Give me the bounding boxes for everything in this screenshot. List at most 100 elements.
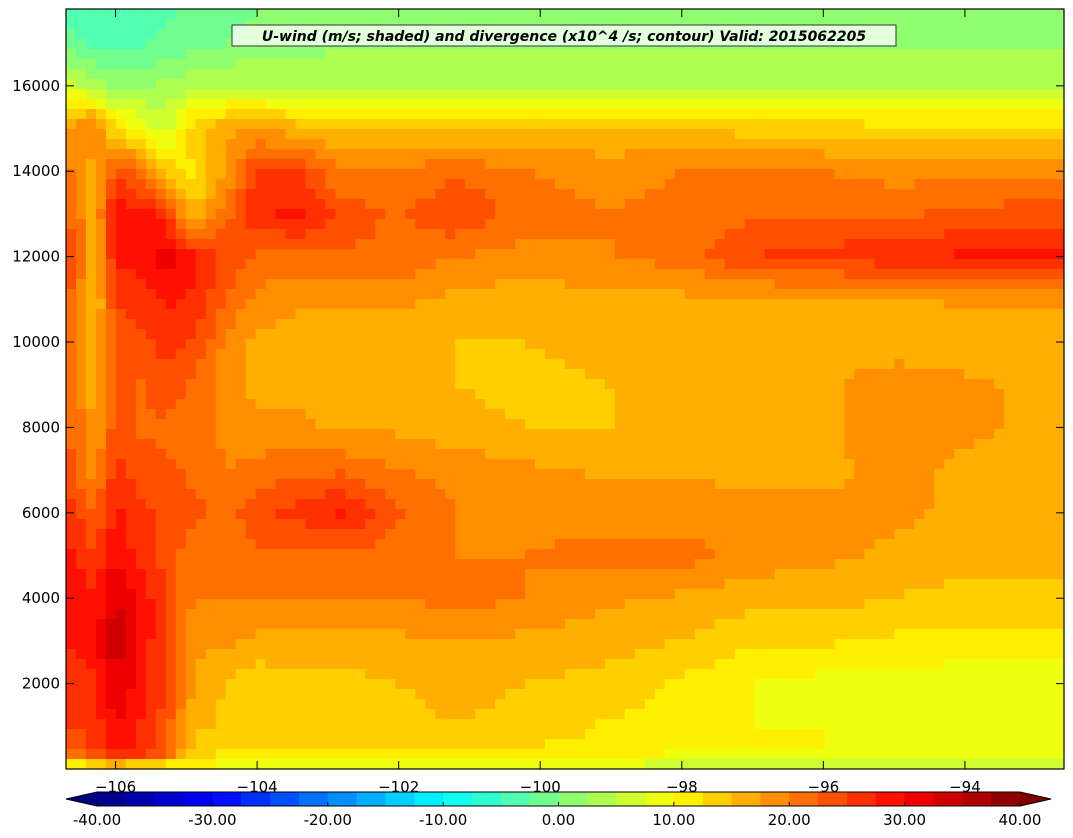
heatmap-cell (1004, 19, 1015, 30)
heatmap-cell (475, 449, 486, 460)
heatmap-cell (155, 169, 167, 180)
heatmap-cell (904, 329, 915, 340)
heatmap-cell (1014, 69, 1025, 80)
heatmap-cell (754, 359, 766, 370)
heatmap-cell (485, 89, 496, 100)
heatmap-cell (495, 459, 506, 470)
heatmap-cell (295, 99, 307, 110)
heatmap-cell (824, 219, 836, 230)
heatmap-cell (225, 399, 237, 410)
heatmap-cell (85, 479, 97, 490)
heatmap-cell (774, 439, 786, 450)
heatmap-cell (994, 179, 1005, 190)
heatmap-cell (804, 369, 816, 380)
heatmap-cell (904, 499, 915, 510)
heatmap-cell (844, 429, 856, 440)
heatmap-cell (694, 359, 706, 370)
heatmap-cell (744, 19, 756, 30)
heatmap-cell (195, 249, 207, 260)
heatmap-cell (764, 129, 776, 140)
heatmap-cell (325, 349, 337, 360)
heatmap-cell (375, 59, 386, 70)
heatmap-cell (934, 339, 945, 350)
heatmap-cell (305, 429, 317, 440)
heatmap-cell (305, 139, 317, 150)
heatmap-cell (535, 69, 546, 80)
heatmap-cell (255, 279, 267, 290)
heatmap-cell (764, 439, 776, 450)
heatmap-cell (664, 309, 676, 320)
heatmap-cell (325, 139, 337, 150)
heatmap-cell (565, 269, 576, 280)
heatmap-cell (694, 389, 706, 400)
heatmap-cell (764, 259, 776, 270)
heatmap-cell (155, 249, 167, 260)
heatmap-cell (664, 269, 676, 280)
heatmap-cell (704, 89, 716, 100)
heatmap-cell (1044, 379, 1055, 390)
heatmap-cell (365, 249, 376, 260)
heatmap-cell (694, 19, 706, 30)
heatmap-cell (145, 149, 157, 160)
heatmap-cell (894, 329, 905, 340)
heatmap-cell (864, 499, 875, 510)
heatmap-cell (525, 499, 536, 510)
heatmap-cell (644, 319, 656, 330)
heatmap-cell (724, 49, 736, 60)
heatmap-cell (425, 259, 436, 270)
heatmap-cell (694, 419, 706, 430)
heatmap-cell (105, 129, 117, 140)
heatmap-cell (934, 289, 945, 300)
heatmap-cell (455, 429, 466, 440)
heatmap-cell (495, 329, 506, 340)
heatmap-cell (874, 269, 885, 280)
heatmap-cell (425, 359, 436, 370)
heatmap-cell (105, 419, 117, 430)
heatmap-cell (385, 359, 396, 370)
heatmap-cell (535, 159, 546, 170)
heatmap-cell (265, 109, 277, 120)
heatmap-cell (125, 479, 137, 490)
heatmap-cell (714, 369, 726, 380)
heatmap-cell (964, 119, 975, 130)
heatmap-cell (375, 269, 386, 280)
heatmap-cell (105, 229, 117, 240)
heatmap-cell (95, 399, 107, 410)
heatmap-cell (185, 239, 197, 250)
heatmap-cell (345, 69, 357, 80)
heatmap-cell (275, 229, 287, 240)
heatmap-cell (135, 419, 147, 430)
heatmap-cell (634, 499, 646, 510)
heatmap-cell (644, 289, 656, 300)
heatmap-cell (864, 379, 875, 390)
heatmap-cell (305, 339, 317, 350)
heatmap-cell (235, 169, 247, 180)
heatmap-cell (854, 389, 865, 400)
heatmap-cell (834, 269, 846, 280)
heatmap-cell (265, 329, 277, 340)
heatmap-cell (375, 229, 386, 240)
heatmap-cell (814, 349, 826, 360)
heatmap-cell (704, 109, 716, 120)
heatmap-cell (165, 469, 177, 480)
heatmap-cell (994, 99, 1005, 110)
heatmap-cell (594, 219, 606, 230)
heatmap-cell (445, 429, 456, 440)
heatmap-cell (574, 329, 586, 340)
heatmap-cell (66, 289, 77, 300)
heatmap-cell (355, 99, 366, 110)
heatmap-cell (634, 379, 646, 390)
heatmap-cell (674, 449, 686, 460)
heatmap-cell (994, 429, 1005, 440)
heatmap-cell (455, 409, 466, 420)
heatmap-cell (465, 359, 476, 370)
heatmap-cell (964, 59, 975, 70)
heatmap-cell (545, 119, 556, 130)
heatmap-cell (614, 319, 626, 330)
heatmap-cell (165, 179, 177, 190)
heatmap-cell (85, 239, 97, 250)
heatmap-cell (195, 439, 207, 450)
heatmap-cell (614, 449, 626, 460)
heatmap-cell (225, 479, 237, 490)
heatmap-cell (654, 99, 666, 110)
